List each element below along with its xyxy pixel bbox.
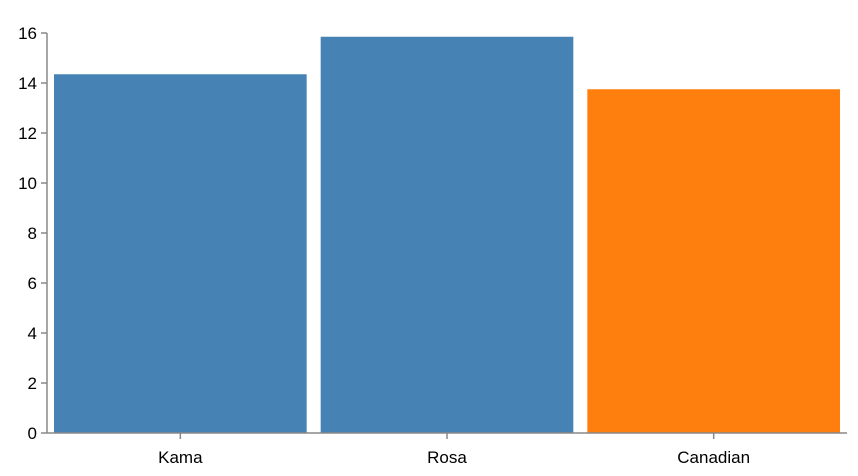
bars	[54, 36, 840, 433]
y-tick-label-8: 8	[28, 224, 37, 243]
y-axis: 0 2 4 6 8 10 12 14 16	[18, 24, 48, 443]
y-tick-label-4: 4	[28, 324, 37, 343]
y-tick-label-6: 6	[28, 274, 37, 293]
y-tick-label-14: 14	[18, 74, 37, 93]
y-tick-label-2: 2	[28, 374, 37, 393]
bar-kama	[54, 74, 307, 433]
y-tick-label-16: 16	[18, 24, 37, 43]
bar-canadian	[587, 89, 840, 433]
y-tick-label-12: 12	[18, 124, 37, 143]
x-tick-label-canadian: Canadian	[677, 448, 750, 467]
y-tick-label-0: 0	[28, 424, 37, 443]
bar-rosa	[320, 36, 574, 433]
y-tick-label-10: 10	[18, 174, 37, 193]
x-axis: Kama Rosa Canadian	[47, 432, 847, 467]
x-tick-label-rosa: Rosa	[427, 448, 467, 467]
x-tick-label-kama: Kama	[158, 448, 203, 467]
